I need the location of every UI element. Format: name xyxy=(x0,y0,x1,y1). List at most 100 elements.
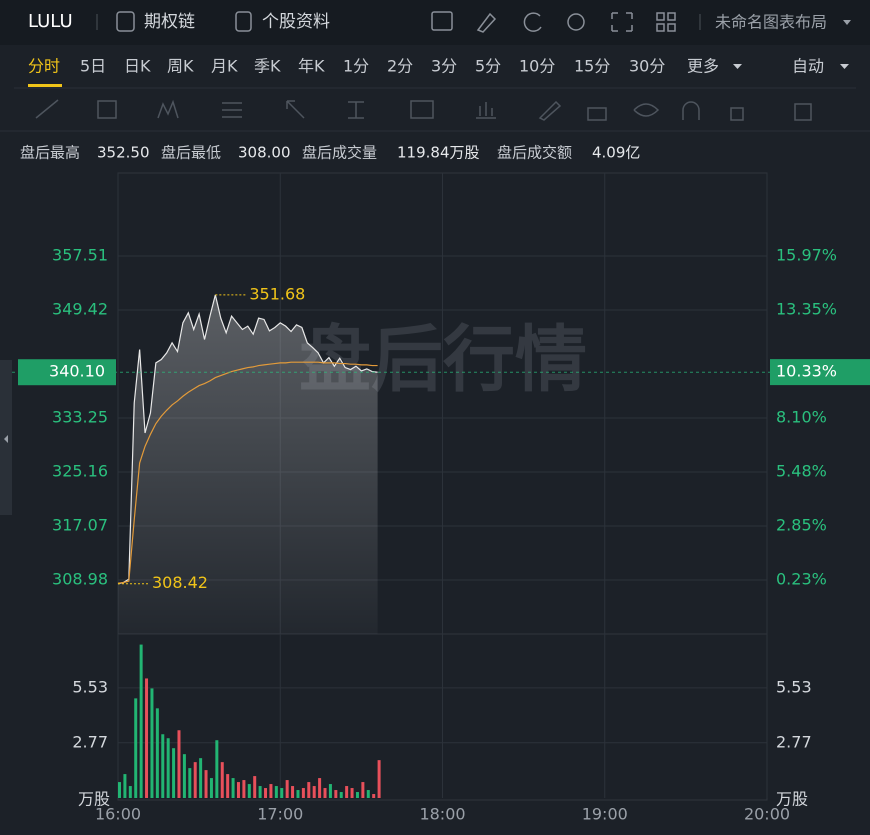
period-bar: 分时 5日 日K 周K 月K 季K 年K 1分 2分 3分 5分 10分 15分 30分 更多 自动 xyxy=(28,57,824,87)
volume-bar xyxy=(231,778,235,798)
y-tick-label: 308.98 xyxy=(52,569,108,588)
y-tick-label: 349.42 xyxy=(52,299,108,318)
tool-stats[interactable] xyxy=(476,102,496,119)
last-pct-label: 10.33% xyxy=(776,362,837,381)
tool-delete[interactable] xyxy=(794,103,812,121)
volume-bar xyxy=(339,792,343,798)
volume-bar xyxy=(188,768,192,798)
y2-tick-label: 8.10% xyxy=(776,408,827,427)
volume-bar xyxy=(145,678,149,798)
icon-refresh[interactable] xyxy=(523,12,542,32)
volume-bar xyxy=(285,780,289,798)
volume-bar xyxy=(274,786,278,798)
period-tab[interactable]: 日K xyxy=(124,57,151,76)
period-tab[interactable]: 5日 xyxy=(80,57,106,76)
volume-bar xyxy=(236,782,240,798)
volume-bar xyxy=(301,788,305,798)
volume-bar xyxy=(350,788,354,798)
y2-tick-label: 0.23% xyxy=(776,570,827,589)
y2-tick-label: 15.97% xyxy=(776,245,837,264)
icon-draw[interactable] xyxy=(476,12,497,33)
volume-bar xyxy=(264,788,268,798)
y-tick-label: 317.07 xyxy=(52,515,108,534)
volume-bar xyxy=(372,794,376,798)
stat-value: 119.84万股 xyxy=(397,144,480,162)
mode-select[interactable]: 自动 xyxy=(792,57,824,76)
period-tab[interactable]: 10分 xyxy=(519,57,555,76)
volume-bar xyxy=(193,762,197,798)
tool-pen[interactable] xyxy=(538,100,562,121)
volume-bar xyxy=(139,644,143,798)
tab[interactable]: 期权链 xyxy=(144,12,195,32)
icon-fullscreen[interactable] xyxy=(611,12,633,32)
icon-settings[interactable] xyxy=(567,13,585,31)
volume-bar xyxy=(345,786,349,798)
x-tick-label: 20:00 xyxy=(744,805,790,824)
period-tab[interactable]: 1分 xyxy=(343,57,369,76)
layout-name[interactable]: 未命名图表布局 xyxy=(715,13,827,32)
y-tick-label: 325.16 xyxy=(52,461,108,480)
volume-bar xyxy=(377,760,381,798)
volume-bar xyxy=(312,786,316,798)
period-tab[interactable]: 分时 xyxy=(28,57,60,76)
volume-unit: 万股 xyxy=(776,790,808,809)
period-tab[interactable]: 30分 xyxy=(629,57,665,76)
tool-eye[interactable] xyxy=(633,103,660,117)
period-tab[interactable]: 15分 xyxy=(574,57,610,76)
period-tab[interactable]: 月K xyxy=(211,57,238,76)
volume-bar xyxy=(155,708,159,798)
x-tick-label: 17:00 xyxy=(257,805,303,824)
tool-arrow[interactable] xyxy=(286,100,305,119)
period-tab[interactable]: 年K xyxy=(298,57,325,76)
period-tab[interactable]: 5分 xyxy=(475,57,501,76)
price-line xyxy=(117,294,378,585)
tool-magnet[interactable] xyxy=(682,101,700,120)
icon-options[interactable] xyxy=(116,11,135,32)
volume-bar xyxy=(215,740,219,798)
icon-profile[interactable] xyxy=(235,11,252,32)
period-tab[interactable]: 更多 xyxy=(687,57,719,76)
tool-line[interactable] xyxy=(35,99,59,119)
icon-layout[interactable] xyxy=(656,12,676,32)
stat-label: 盘后成交量 xyxy=(302,144,377,162)
period-tab[interactable]: 周K xyxy=(167,57,194,76)
volume-bar xyxy=(172,748,176,798)
volume-bar xyxy=(334,790,338,798)
tool-label[interactable] xyxy=(410,100,434,119)
stat-value: 352.50 xyxy=(97,144,150,162)
volume-unit: 万股 xyxy=(78,790,110,809)
tool-lock[interactable] xyxy=(587,107,607,121)
volume-bar xyxy=(291,786,295,798)
volume-bar xyxy=(204,770,208,798)
volume-tick-label: 5.53 xyxy=(72,677,108,696)
stat-value: 4.09亿 xyxy=(592,144,640,162)
volume-bar xyxy=(177,730,181,798)
volume-bar xyxy=(134,698,138,798)
volume-bar xyxy=(269,784,273,798)
tool-layer[interactable] xyxy=(730,107,744,121)
volume-bar xyxy=(150,688,154,798)
tab[interactable]: 个股资料 xyxy=(262,12,330,32)
volume-bar xyxy=(226,774,230,798)
period-tab[interactable]: 2分 xyxy=(387,57,413,76)
volume-bar xyxy=(247,784,251,798)
icon-indicator[interactable] xyxy=(431,11,453,31)
tool-text[interactable] xyxy=(222,102,242,118)
stat-label: 盘后最低 xyxy=(161,144,221,162)
symbol[interactable]: LULU xyxy=(28,11,73,32)
tool-measure[interactable] xyxy=(348,101,364,119)
period-tab[interactable]: 3分 xyxy=(431,57,457,76)
drawing-toolbar xyxy=(35,99,812,121)
volume-bar xyxy=(166,738,170,798)
volume-bar xyxy=(318,778,322,798)
period-tab[interactable]: 季K xyxy=(254,57,281,76)
volume-bar xyxy=(361,782,365,798)
volume-bar xyxy=(220,762,224,798)
last-pct-box xyxy=(770,359,870,386)
volume-bar xyxy=(355,792,359,798)
volume-bar xyxy=(118,782,121,798)
tool-wave[interactable] xyxy=(157,99,179,119)
tool-rect[interactable] xyxy=(97,100,117,119)
volume-bar xyxy=(323,788,327,798)
